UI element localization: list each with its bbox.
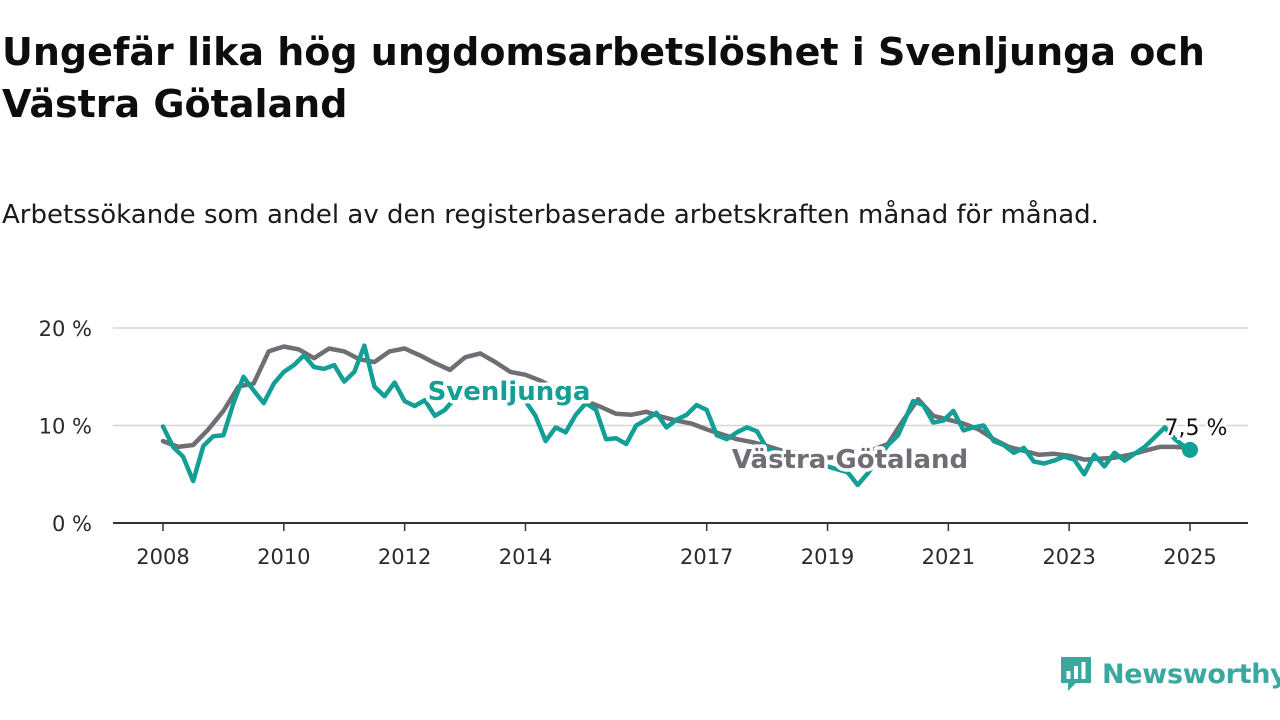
brand-name: Newsworthy (1102, 658, 1280, 690)
end-value-label: 7,5 % (1165, 416, 1228, 441)
x-tick-label: 2019 (801, 545, 854, 569)
x-tick-label: 2017 (680, 545, 733, 569)
series-line-v-stra-g-taland (160, 344, 1193, 462)
y-tick-label: 0 % (52, 512, 92, 536)
series-line-svenljunga (160, 343, 1193, 488)
line-chart: 0 % 10 % 20 % 2008 2010 2012 2014 2017 2019 2021… (39, 317, 1248, 569)
series-label-vastra-gotaland: Västra Götaland (732, 445, 968, 475)
end-point-marker (1182, 441, 1198, 458)
x-tick-label: 2010 (257, 545, 310, 569)
x-axis: 2008 2010 2012 2014 2017 2019 2021 2023 2025 (113, 522, 1248, 569)
newsworthy-logo-icon (1061, 657, 1091, 691)
y-tick-label: 20 % (39, 317, 92, 341)
y-tick-label: 10 % (39, 415, 92, 439)
chart-title: Ungefär lika hög ungdomsarbetslöshet i S… (2, 30, 1205, 126)
x-tick-label: 2025 (1163, 545, 1216, 569)
x-tick-label: 2008 (136, 545, 189, 569)
chart-subtitle: Arbetssökande som andel av den registerb… (2, 200, 1099, 230)
series-labels: Västra Götaland Svenljunga 7,5 % (424, 374, 1230, 479)
x-tick-label: 2014 (499, 545, 552, 569)
y-axis: 0 % 10 % 20 % (39, 317, 92, 536)
series-label-svenljunga: Svenljunga (428, 377, 591, 407)
chart-series (160, 343, 1198, 488)
x-tick-label: 2012 (378, 545, 431, 569)
x-tick-label: 2021 (922, 545, 975, 569)
chart-gridlines (113, 327, 1248, 427)
x-tick-label: 2023 (1042, 545, 1095, 569)
brand-logo: Newsworthy (1058, 654, 1280, 694)
